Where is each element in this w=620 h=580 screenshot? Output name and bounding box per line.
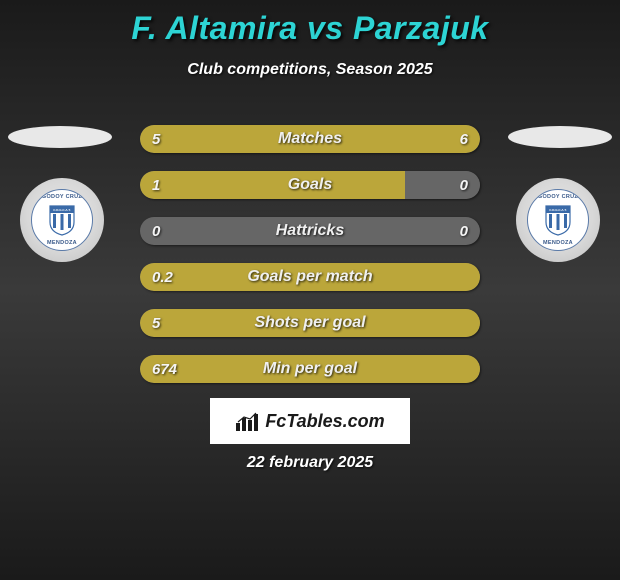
bar-chart-icon <box>235 411 261 431</box>
stat-row: 5Shots per goal <box>140 309 480 337</box>
stat-label: Matches <box>140 125 480 153</box>
stat-label: Goals per match <box>140 263 480 291</box>
stat-row: 56Matches <box>140 125 480 153</box>
comparison-infographic: F. Altamira vs Parzajuk Club competition… <box>0 0 620 580</box>
badge-inner: GODOY CRUZ C.D.G.C.A.T. MENDOZA <box>527 189 589 251</box>
badge-text-top: GODOY CRUZ <box>32 194 92 200</box>
player2-ellipse <box>508 126 612 148</box>
player2-club-badge: GODOY CRUZ C.D.G.C.A.T. MENDOZA <box>516 178 600 262</box>
date-label: 22 february 2025 <box>0 454 620 472</box>
player1-club-badge: GODOY CRUZ C.D.G.C.A.T. MENDOZA <box>20 178 104 262</box>
fctables-label: FcTables.com <box>265 411 384 432</box>
stat-label: Goals <box>140 171 480 199</box>
shield-icon: C.D.G.C.A.T. <box>48 204 76 236</box>
badge-inner: GODOY CRUZ C.D.G.C.A.T. MENDOZA <box>31 189 93 251</box>
shield-icon: C.D.G.C.A.T. <box>544 204 572 236</box>
stat-row: 10Goals <box>140 171 480 199</box>
stat-label: Hattricks <box>140 217 480 245</box>
svg-text:C.D.G.C.A.T.: C.D.G.C.A.T. <box>549 208 567 212</box>
fctables-watermark: FcTables.com <box>210 398 410 444</box>
page-title: F. Altamira vs Parzajuk <box>0 10 620 47</box>
badge-circle: GODOY CRUZ C.D.G.C.A.T. MENDOZA <box>20 178 104 262</box>
stat-row: 00Hattricks <box>140 217 480 245</box>
stat-bars: 56Matches 10Goals 00Hattricks 0.2Goals per … <box>140 125 480 401</box>
page-subtitle: Club competitions, Season 2025 <box>0 61 620 79</box>
badge-text-bottom: MENDOZA <box>32 240 92 246</box>
stat-row: 0.2Goals per match <box>140 263 480 291</box>
badge-text-top: GODOY CRUZ <box>528 194 588 200</box>
stat-row: 674Min per goal <box>140 355 480 383</box>
player1-ellipse <box>8 126 112 148</box>
svg-text:C.D.G.C.A.T.: C.D.G.C.A.T. <box>53 208 71 212</box>
stat-label: Min per goal <box>140 355 480 383</box>
badge-text-bottom: MENDOZA <box>528 240 588 246</box>
badge-circle: GODOY CRUZ C.D.G.C.A.T. MENDOZA <box>516 178 600 262</box>
stat-label: Shots per goal <box>140 309 480 337</box>
